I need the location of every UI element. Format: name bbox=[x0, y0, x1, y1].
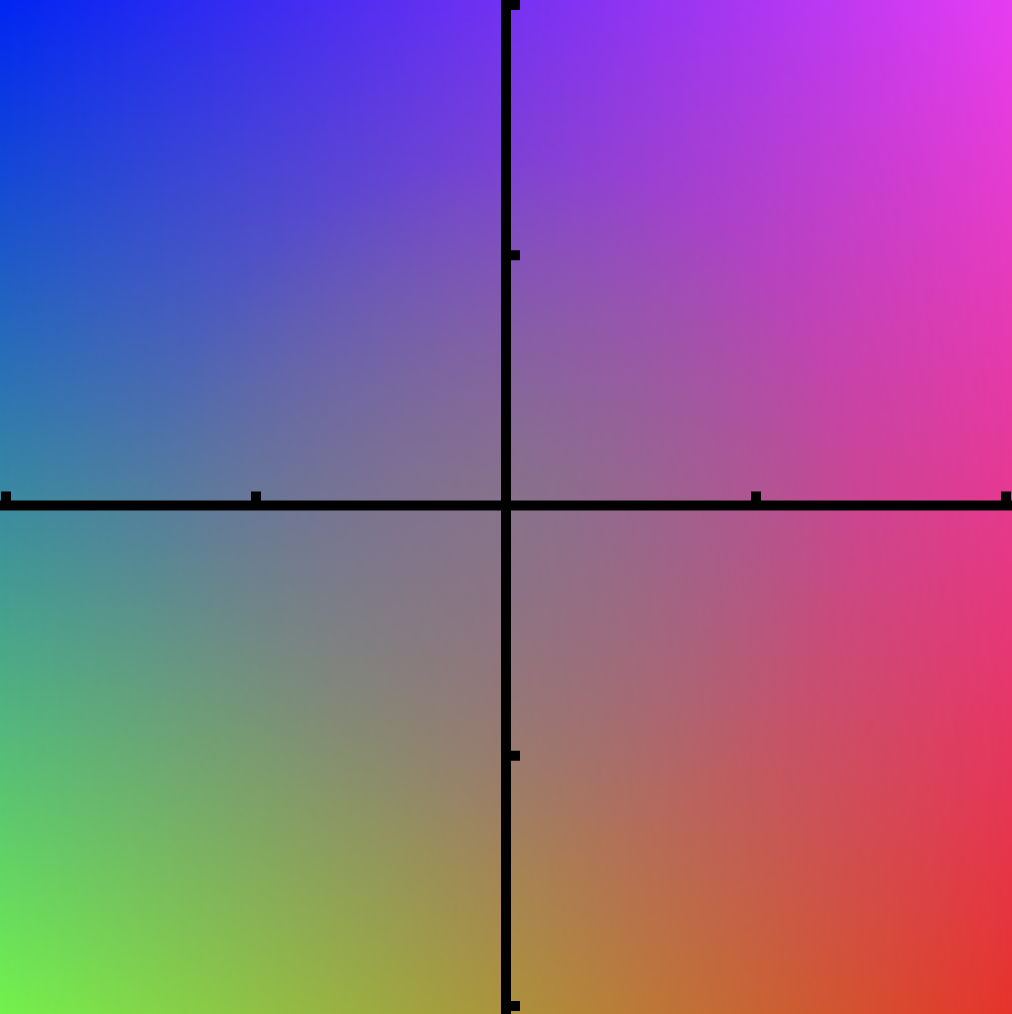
y-axis-tick bbox=[510, 250, 520, 261]
y-axis-line bbox=[501, 0, 511, 1014]
x-axis-tick bbox=[251, 491, 261, 502]
x-axis-tick bbox=[751, 491, 761, 502]
y-axis-tick bbox=[510, 0, 520, 10]
y-axis-tick bbox=[510, 750, 520, 761]
x-axis-tick bbox=[1001, 491, 1011, 502]
x-axis-tick bbox=[1, 491, 11, 502]
y-axis-tick bbox=[510, 1001, 520, 1011]
